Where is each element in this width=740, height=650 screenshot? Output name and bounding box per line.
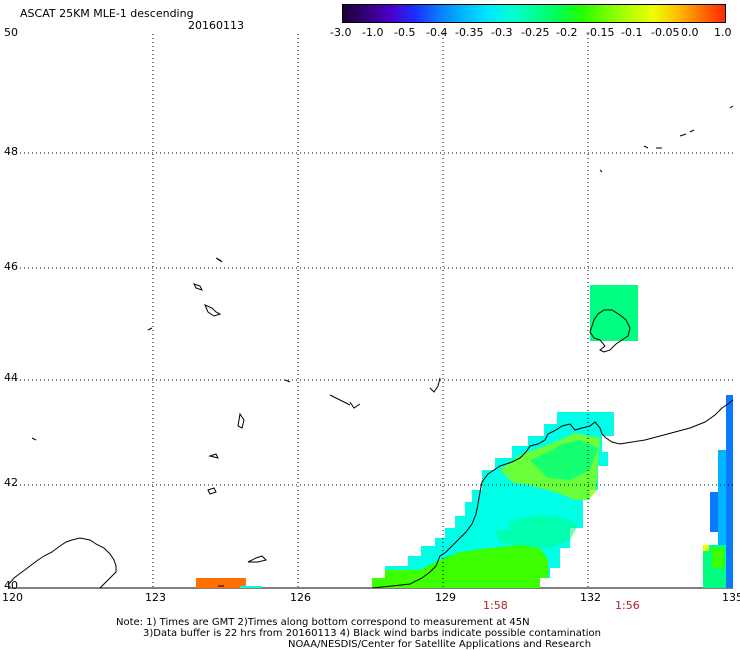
colorbar-tick: -0.25 (521, 26, 550, 39)
note-line-2: 3)Data buffer is 22 hrs from 20160113 4)… (143, 628, 601, 639)
scatterometer-map (7, 34, 734, 589)
data-patch-south (196, 578, 262, 588)
patch-orange (196, 578, 246, 588)
colorbar-tick: -0.5 (394, 26, 416, 39)
colorbar-tick: -0.2 (556, 26, 578, 39)
lon-label-132: 132 (580, 591, 601, 604)
coastlines (7, 105, 734, 589)
swath-cyan-core (485, 490, 510, 530)
swath-green-region (372, 545, 548, 588)
colorbar (342, 4, 726, 23)
colorbar-tick: -0.4 (426, 26, 448, 39)
coast-small-10 (31, 437, 37, 441)
coast-sakhalin (589, 309, 631, 353)
colorbar-gradient (343, 5, 725, 22)
coast-small-11 (599, 105, 734, 173)
product-title: ASCAT 25KM MLE-1 descending (20, 7, 194, 20)
east-yellow-pixel (703, 545, 709, 551)
grid (8, 34, 733, 588)
lon-label-120: 120 (2, 591, 23, 604)
colorbar-tick: 1.0 (714, 26, 732, 39)
coast-small-4 (207, 487, 217, 495)
colorbar-tick: -0.3 (491, 26, 513, 39)
east-blue-strip (726, 395, 733, 588)
coast-small-2 (193, 283, 203, 291)
east-lightblue-strip (718, 450, 726, 588)
east-lime-block (712, 548, 724, 568)
coast-small-6 (208, 453, 219, 459)
coast-korea-east (371, 399, 734, 589)
note-line-1: Note: 1) Times are GMT 2)Times along bot… (116, 617, 530, 628)
data-swath-main (372, 412, 614, 588)
colorbar-tick: -0.05 (651, 26, 680, 39)
lat-label-44: 44 (4, 371, 18, 384)
colorbar-tick: -0.15 (586, 26, 615, 39)
lon-label-126: 126 (290, 591, 311, 604)
note-line-3: NOAA/NESDIS/Center for Satellite Applica… (288, 639, 592, 650)
colorbar-tick: -0.1 (621, 26, 643, 39)
coast-china-west (7, 537, 117, 589)
coast-small-8 (284, 379, 291, 383)
lat-label-42: 42 (4, 476, 18, 489)
swath-green-north (530, 440, 598, 480)
east-blue-block (710, 492, 718, 532)
colorbar-tick: 0.0 (681, 26, 699, 39)
coast-small-1 (204, 304, 222, 317)
lon-label-135: 135 (722, 591, 740, 604)
swath-green-mid (495, 515, 578, 548)
patch-green (590, 285, 638, 341)
coast-small-5 (247, 555, 267, 563)
colorbar-tick: -1.0 (362, 26, 384, 39)
lat-label-40: 40 (4, 579, 18, 592)
lat-label-48: 48 (4, 145, 18, 158)
lon-label-123: 123 (145, 591, 166, 604)
coast-small-7 (147, 327, 153, 331)
data-swath-east (703, 395, 733, 588)
colorbar-tick: -3.0 (330, 26, 352, 39)
coast-small-9 (215, 257, 223, 263)
coast-islands-mid (329, 377, 441, 409)
coast-small-3 (237, 412, 245, 429)
pass-time: 1:58 (483, 599, 508, 612)
lat-label-46: 46 (4, 260, 18, 273)
product-date: 20160113 (188, 19, 244, 32)
lat-label-50: 50 (4, 26, 18, 39)
pass-time: 1:56 (615, 599, 640, 612)
lon-label-129: 129 (435, 591, 456, 604)
patch-cyan-edge (240, 586, 262, 588)
colorbar-tick: -0.35 (455, 26, 484, 39)
data-patch-north (590, 285, 638, 341)
